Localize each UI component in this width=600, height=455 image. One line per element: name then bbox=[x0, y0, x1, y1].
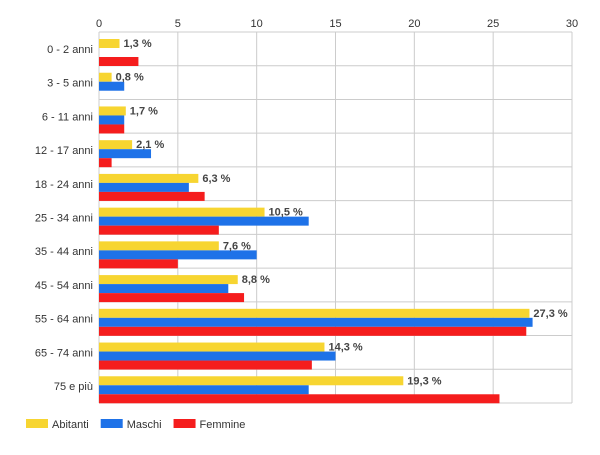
category-labels: 0 - 2 anni 3 - 5 anni 6 - 11 anni 12 - 17 a… bbox=[35, 44, 93, 393]
data-label: 14,3 % bbox=[328, 342, 362, 354]
category-label: 18 - 24 anni bbox=[35, 179, 93, 191]
bar-abitanti bbox=[99, 308, 530, 318]
legend-label: Femmine bbox=[200, 419, 246, 431]
bar-femmine bbox=[99, 394, 500, 404]
bar-femmine bbox=[99, 360, 312, 370]
bar-femmine bbox=[99, 191, 205, 201]
bar-maschi bbox=[99, 317, 533, 327]
category-label: 55 - 64 anni bbox=[35, 314, 93, 326]
bar-maschi bbox=[99, 385, 309, 395]
bar-femmine bbox=[99, 326, 527, 336]
bar-femmine bbox=[99, 259, 178, 269]
bar-maschi bbox=[99, 216, 309, 226]
x-tick-label: 25 bbox=[487, 18, 499, 30]
category-label: 0 - 2 anni bbox=[47, 44, 93, 56]
bar-abitanti bbox=[99, 275, 238, 285]
data-label: 27,3 % bbox=[533, 308, 567, 320]
category-label: 25 - 34 anni bbox=[35, 213, 93, 225]
x-tick-label: 10 bbox=[251, 18, 263, 30]
bar-abitanti bbox=[99, 106, 126, 116]
bar-femmine bbox=[99, 225, 219, 235]
x-tick-label: 20 bbox=[408, 18, 420, 30]
data-label: 6,3 % bbox=[202, 173, 230, 185]
category-label: 35 - 44 anni bbox=[35, 246, 93, 258]
x-tick-label: 15 bbox=[329, 18, 341, 30]
data-labels: 1,3 % 0,8 % 1,7 % 2,1 % 6,3 % 10,5 % 7,6 % 8,8 … bbox=[116, 38, 568, 387]
x-tick-label: 5 bbox=[175, 18, 181, 30]
bar-abitanti bbox=[99, 140, 133, 150]
data-label: 1,7 % bbox=[130, 105, 158, 117]
bar-abitanti bbox=[99, 173, 199, 183]
category-label: 45 - 54 anni bbox=[35, 280, 93, 292]
category-label: 75 e più bbox=[54, 381, 93, 393]
bar-maschi bbox=[99, 182, 189, 192]
category-label: 12 - 17 anni bbox=[35, 145, 93, 157]
bar-abitanti bbox=[99, 72, 112, 82]
bar-femmine bbox=[99, 158, 112, 168]
bar-femmine bbox=[99, 124, 125, 134]
bars bbox=[99, 39, 533, 404]
data-label: 2,1 % bbox=[136, 139, 164, 151]
bar-abitanti bbox=[99, 207, 265, 217]
legend-label: Maschi bbox=[127, 419, 162, 431]
bar-femmine bbox=[99, 57, 139, 66]
category-label: 6 - 11 anni bbox=[42, 111, 93, 123]
data-label: 7,6 % bbox=[223, 240, 251, 252]
bar-femmine bbox=[99, 293, 245, 303]
data-label: 10,5 % bbox=[269, 207, 303, 219]
data-label: 0,8 % bbox=[116, 72, 144, 84]
bar-abitanti bbox=[99, 342, 325, 352]
data-label: 19,3 % bbox=[407, 375, 441, 387]
bar-maschi bbox=[99, 284, 229, 294]
legend-swatch bbox=[173, 419, 196, 428]
legend: Abitanti Maschi Femmine bbox=[26, 419, 245, 431]
bar-maschi bbox=[99, 351, 336, 361]
legend-label: Abitanti bbox=[52, 419, 89, 431]
x-tick-label: 30 bbox=[566, 18, 578, 30]
x-axis-ticks: 0 5 10 15 20 25 30 bbox=[96, 18, 578, 30]
bar-abitanti bbox=[99, 241, 219, 251]
bar-abitanti bbox=[99, 376, 404, 386]
data-label: 8,8 % bbox=[242, 274, 270, 286]
bar-maschi bbox=[99, 250, 257, 260]
legend-swatch bbox=[26, 419, 48, 428]
legend-swatch bbox=[100, 419, 123, 428]
bar-maschi bbox=[99, 115, 125, 125]
category-label: 65 - 74 anni bbox=[35, 347, 93, 359]
category-label: 3 - 5 anni bbox=[47, 78, 93, 90]
bar-maschi bbox=[99, 149, 152, 159]
data-label: 1,3 % bbox=[123, 38, 151, 50]
bar-abitanti bbox=[99, 39, 120, 48]
x-tick-label: 0 bbox=[96, 18, 102, 30]
bar-maschi bbox=[99, 81, 125, 91]
